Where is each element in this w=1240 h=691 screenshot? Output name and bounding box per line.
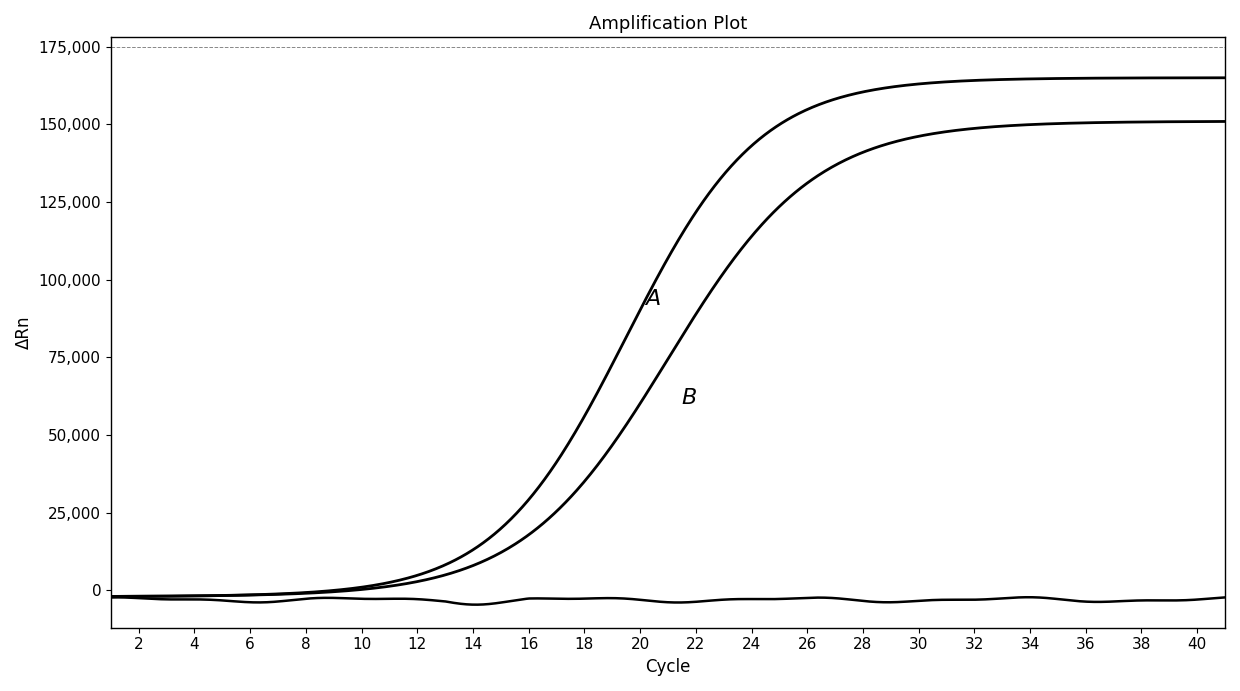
Text: B: B [682, 388, 697, 408]
Text: A: A [646, 289, 661, 309]
X-axis label: Cycle: Cycle [645, 658, 691, 676]
Y-axis label: ΔRn: ΔRn [15, 316, 33, 349]
Title: Amplification Plot: Amplification Plot [589, 15, 746, 33]
